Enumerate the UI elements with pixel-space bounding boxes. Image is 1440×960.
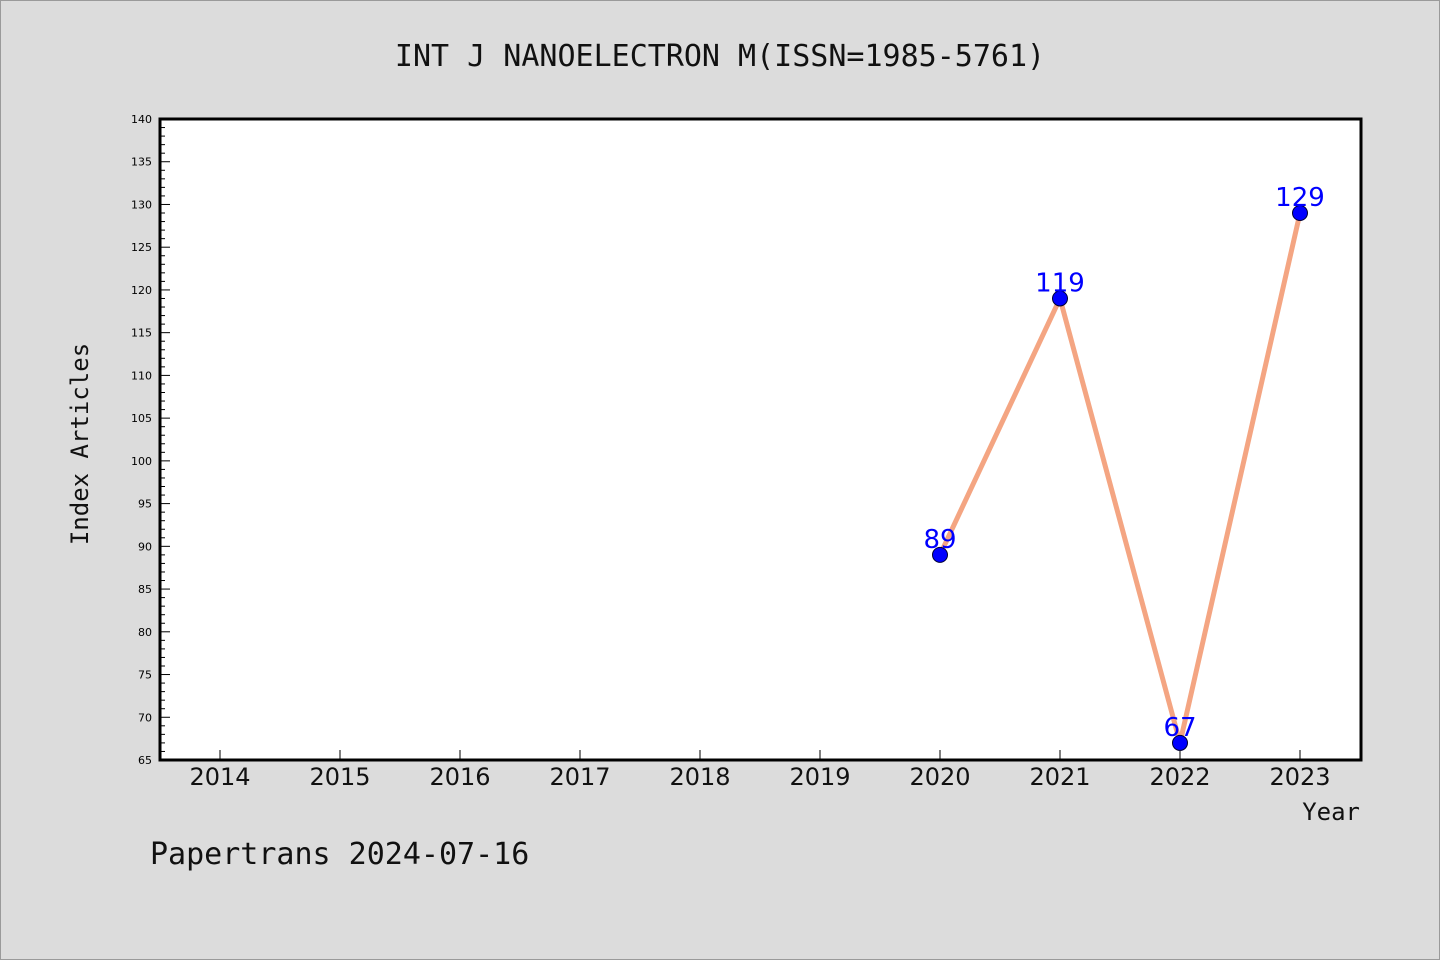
y-tick-label: 115 xyxy=(131,327,152,340)
y-tick-label: 90 xyxy=(138,540,152,553)
y-tick-label: 105 xyxy=(131,412,152,425)
data-label: 129 xyxy=(1275,183,1325,213)
x-tick-label: 2019 xyxy=(789,763,850,791)
y-tick-label: 130 xyxy=(131,198,152,211)
series-line xyxy=(937,212,1303,744)
y-tick-label: 85 xyxy=(138,583,152,596)
data-point xyxy=(932,546,948,563)
y-tick-label: 100 xyxy=(131,455,152,468)
footer-text: Papertrans 2024-07-16 xyxy=(150,837,529,872)
chart-title: INT J NANOELECTRON M(ISSN=1985-5761) xyxy=(395,39,1045,74)
y-tick-label: 65 xyxy=(138,754,152,767)
x-tick-label: 2018 xyxy=(669,763,730,791)
x-tick-label: 2014 xyxy=(189,763,250,791)
x-axis-label: Year xyxy=(1302,798,1360,826)
x-tick-label: 2023 xyxy=(1269,763,1330,791)
y-axis-label: Index Articles xyxy=(66,343,94,545)
x-tick-label: 2020 xyxy=(909,763,970,791)
x-tick-label: 2015 xyxy=(309,763,370,791)
x-tick-label: 2016 xyxy=(429,763,490,791)
x-tick-label: 2021 xyxy=(1029,763,1090,791)
x-tick-label: 2017 xyxy=(549,763,610,791)
data-label: 119 xyxy=(1035,268,1085,298)
y-tick-label: 75 xyxy=(138,669,152,682)
x-axis: 2014 2015 2016 2017 2018 2019 2020 2021 2022 2023 xyxy=(189,750,1331,791)
y-tick-label: 110 xyxy=(131,369,152,382)
data-point xyxy=(1292,205,1308,222)
y-tick-label: 80 xyxy=(138,626,152,639)
plot-area xyxy=(158,117,1363,762)
y-tick-label: 95 xyxy=(138,498,152,511)
y-tick-label: 125 xyxy=(131,241,152,254)
y-axis: 65 70 75 80 85 90 95 100 105 110 115 120 125 130 135 14… xyxy=(131,113,170,767)
data-point xyxy=(1052,290,1068,307)
y-tick-label: 140 xyxy=(131,113,152,126)
data-label: 89 xyxy=(923,525,956,555)
data-point xyxy=(1172,734,1188,751)
series-layer: 89 119 67 129 xyxy=(923,183,1325,751)
data-label: 67 xyxy=(1163,713,1196,743)
y-tick-label: 120 xyxy=(131,284,152,297)
y-tick-label: 135 xyxy=(131,156,152,169)
y-tick-label: 70 xyxy=(138,711,152,724)
x-tick-label: 2022 xyxy=(1149,763,1210,791)
